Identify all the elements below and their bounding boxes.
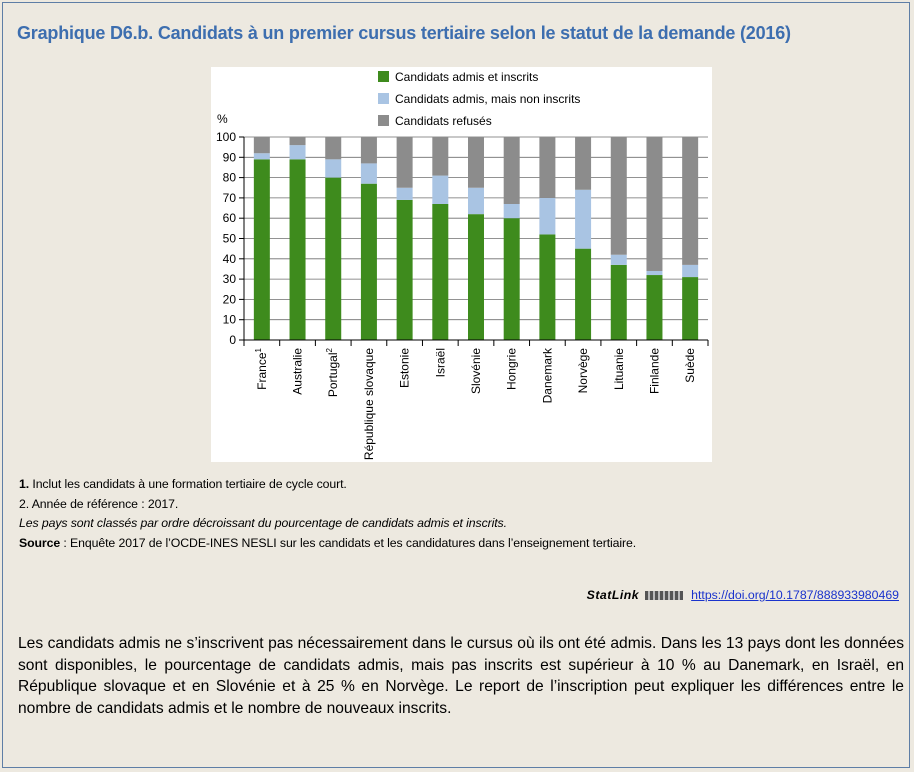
- chart-panel: Candidats admis et inscrits Candidats adm…: [211, 67, 712, 462]
- x-tick-label-text: Portugal: [326, 352, 340, 397]
- bar-segment: [432, 203, 449, 340]
- statlink-url-link[interactable]: https://doi.org/10.1787/888933980469: [691, 588, 899, 602]
- bar-segment: [396, 137, 413, 188]
- y-tick-label: 90: [223, 150, 237, 164]
- x-tick-label: Finlande: [647, 348, 661, 394]
- y-axis-unit-label: %: [217, 112, 228, 126]
- bar-segment: [253, 159, 270, 340]
- bar-segment: [682, 277, 699, 340]
- y-tick-label: 50: [223, 232, 237, 246]
- bar-segment: [682, 264, 699, 278]
- legend-swatch: [378, 93, 389, 104]
- bar-segment: [360, 137, 377, 164]
- x-tick-label: République slovaque: [362, 348, 376, 460]
- bar-segment: [396, 187, 413, 200]
- statlink: StatLink https://doi.org/10.1787/88893398…: [587, 588, 899, 602]
- statlink-brand: StatLink: [586, 588, 640, 602]
- legend-swatch: [378, 71, 389, 82]
- bar-segment: [396, 199, 413, 340]
- bar-segment: [503, 218, 520, 340]
- body-paragraph: Les candidats admis ne s’inscrivent pas …: [18, 635, 904, 717]
- x-tick-label: Australie: [291, 348, 305, 395]
- figure-title: Graphique D6.b. Candidats à un premier c…: [17, 23, 791, 43]
- y-tick-label: 70: [223, 191, 237, 205]
- bar-segment: [503, 203, 520, 219]
- bar-segment: [575, 137, 592, 190]
- x-tick-label-text: France: [255, 352, 269, 390]
- legend-label: Candidats admis et inscrits: [395, 70, 538, 84]
- legend-swatch: [378, 115, 389, 126]
- bar-segment: [610, 137, 627, 255]
- bar-segment: [289, 145, 306, 160]
- bar-segment: [289, 137, 306, 146]
- bar-segment: [325, 137, 342, 160]
- x-tick-label: Estonie: [398, 348, 412, 388]
- bar-segment: [646, 275, 663, 340]
- figure-notes: 1. Inclut les candidats à une formation …: [19, 475, 899, 553]
- bar-segment: [539, 234, 556, 340]
- bar-segment: [610, 264, 627, 340]
- note-1: 1. Inclut les candidats à une formation …: [19, 477, 347, 491]
- bar-segment: [539, 197, 556, 235]
- bar-segment: [682, 137, 699, 265]
- bar-segment: [575, 248, 592, 340]
- bar-segment: [360, 163, 377, 184]
- x-tick-label: Danemark: [540, 347, 554, 403]
- bar-segment: [432, 137, 449, 176]
- bar-segment: [503, 137, 520, 204]
- bar-segment: [253, 153, 270, 160]
- x-tick-label-superscript: 1: [254, 347, 263, 352]
- bar-segment: [646, 137, 663, 271]
- x-tick-label: Portugal2: [325, 347, 340, 397]
- bar-segment: [325, 177, 342, 340]
- y-tick-label: 10: [223, 313, 237, 327]
- y-tick-label: 0: [229, 333, 236, 347]
- legend-label: Candidats refusés: [395, 114, 492, 128]
- bar-segment: [468, 214, 484, 340]
- note-source: Source : Enquête 2017 de l’OCDE-INES NES…: [19, 535, 637, 550]
- y-tick-label: 20: [223, 292, 237, 306]
- bar-segment: [289, 159, 306, 340]
- legend-label: Candidats admis, mais non inscrits: [395, 92, 580, 106]
- y-tick-label: 40: [223, 252, 237, 266]
- bar-segment: [253, 137, 270, 154]
- bar-segment: [432, 175, 449, 204]
- y-tick-label: 30: [223, 272, 237, 286]
- bar-segment: [468, 187, 484, 215]
- statlink-logo-icon: [645, 591, 684, 601]
- bar-segment: [646, 270, 663, 276]
- x-tick-label: Israël: [433, 348, 447, 377]
- note-order: Les pays sont classés par ordre décroiss…: [19, 516, 507, 530]
- x-tick-label: Hongrie: [505, 348, 519, 390]
- x-tick-label: Slovénie: [469, 348, 483, 394]
- x-tick-label: France1: [254, 347, 269, 389]
- bar-segment: [360, 183, 377, 340]
- bar-segment: [468, 137, 484, 188]
- note-2: 2. Année de référence : 2017.: [19, 496, 179, 511]
- x-tick-label: Suède: [683, 348, 697, 383]
- x-tick-label-superscript: 2: [325, 347, 334, 352]
- y-tick-label: 80: [223, 171, 237, 185]
- bar-segment: [575, 189, 592, 249]
- x-tick-label: Lituanie: [612, 348, 626, 390]
- bar-segment: [610, 254, 627, 265]
- x-tick-label: Norvège: [576, 348, 590, 394]
- y-tick-label: 100: [216, 130, 236, 144]
- stacked-bar-chart: Candidats admis et inscrits Candidats adm…: [216, 70, 709, 460]
- bar-segment: [325, 159, 342, 178]
- y-tick-label: 60: [223, 211, 237, 225]
- bar-segment: [539, 137, 556, 198]
